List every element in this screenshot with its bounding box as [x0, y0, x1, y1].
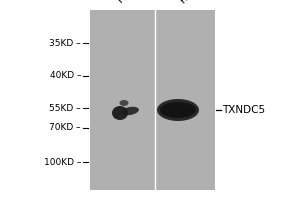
Text: HepG2: HepG2	[116, 0, 145, 5]
Text: 70KD –: 70KD –	[50, 123, 81, 132]
Text: 100KD –: 100KD –	[44, 158, 81, 167]
Text: TXNDC5: TXNDC5	[222, 105, 265, 115]
Text: 55KD –: 55KD –	[50, 104, 81, 113]
Bar	[90, 10, 215, 190]
Text: H460: H460	[178, 0, 203, 5]
Ellipse shape	[121, 107, 139, 115]
Ellipse shape	[160, 102, 196, 118]
Ellipse shape	[157, 99, 199, 121]
Text: 40KD –: 40KD –	[50, 71, 81, 80]
Ellipse shape	[119, 100, 128, 106]
Text: 35KD –: 35KD –	[50, 39, 81, 48]
Ellipse shape	[112, 106, 128, 120]
